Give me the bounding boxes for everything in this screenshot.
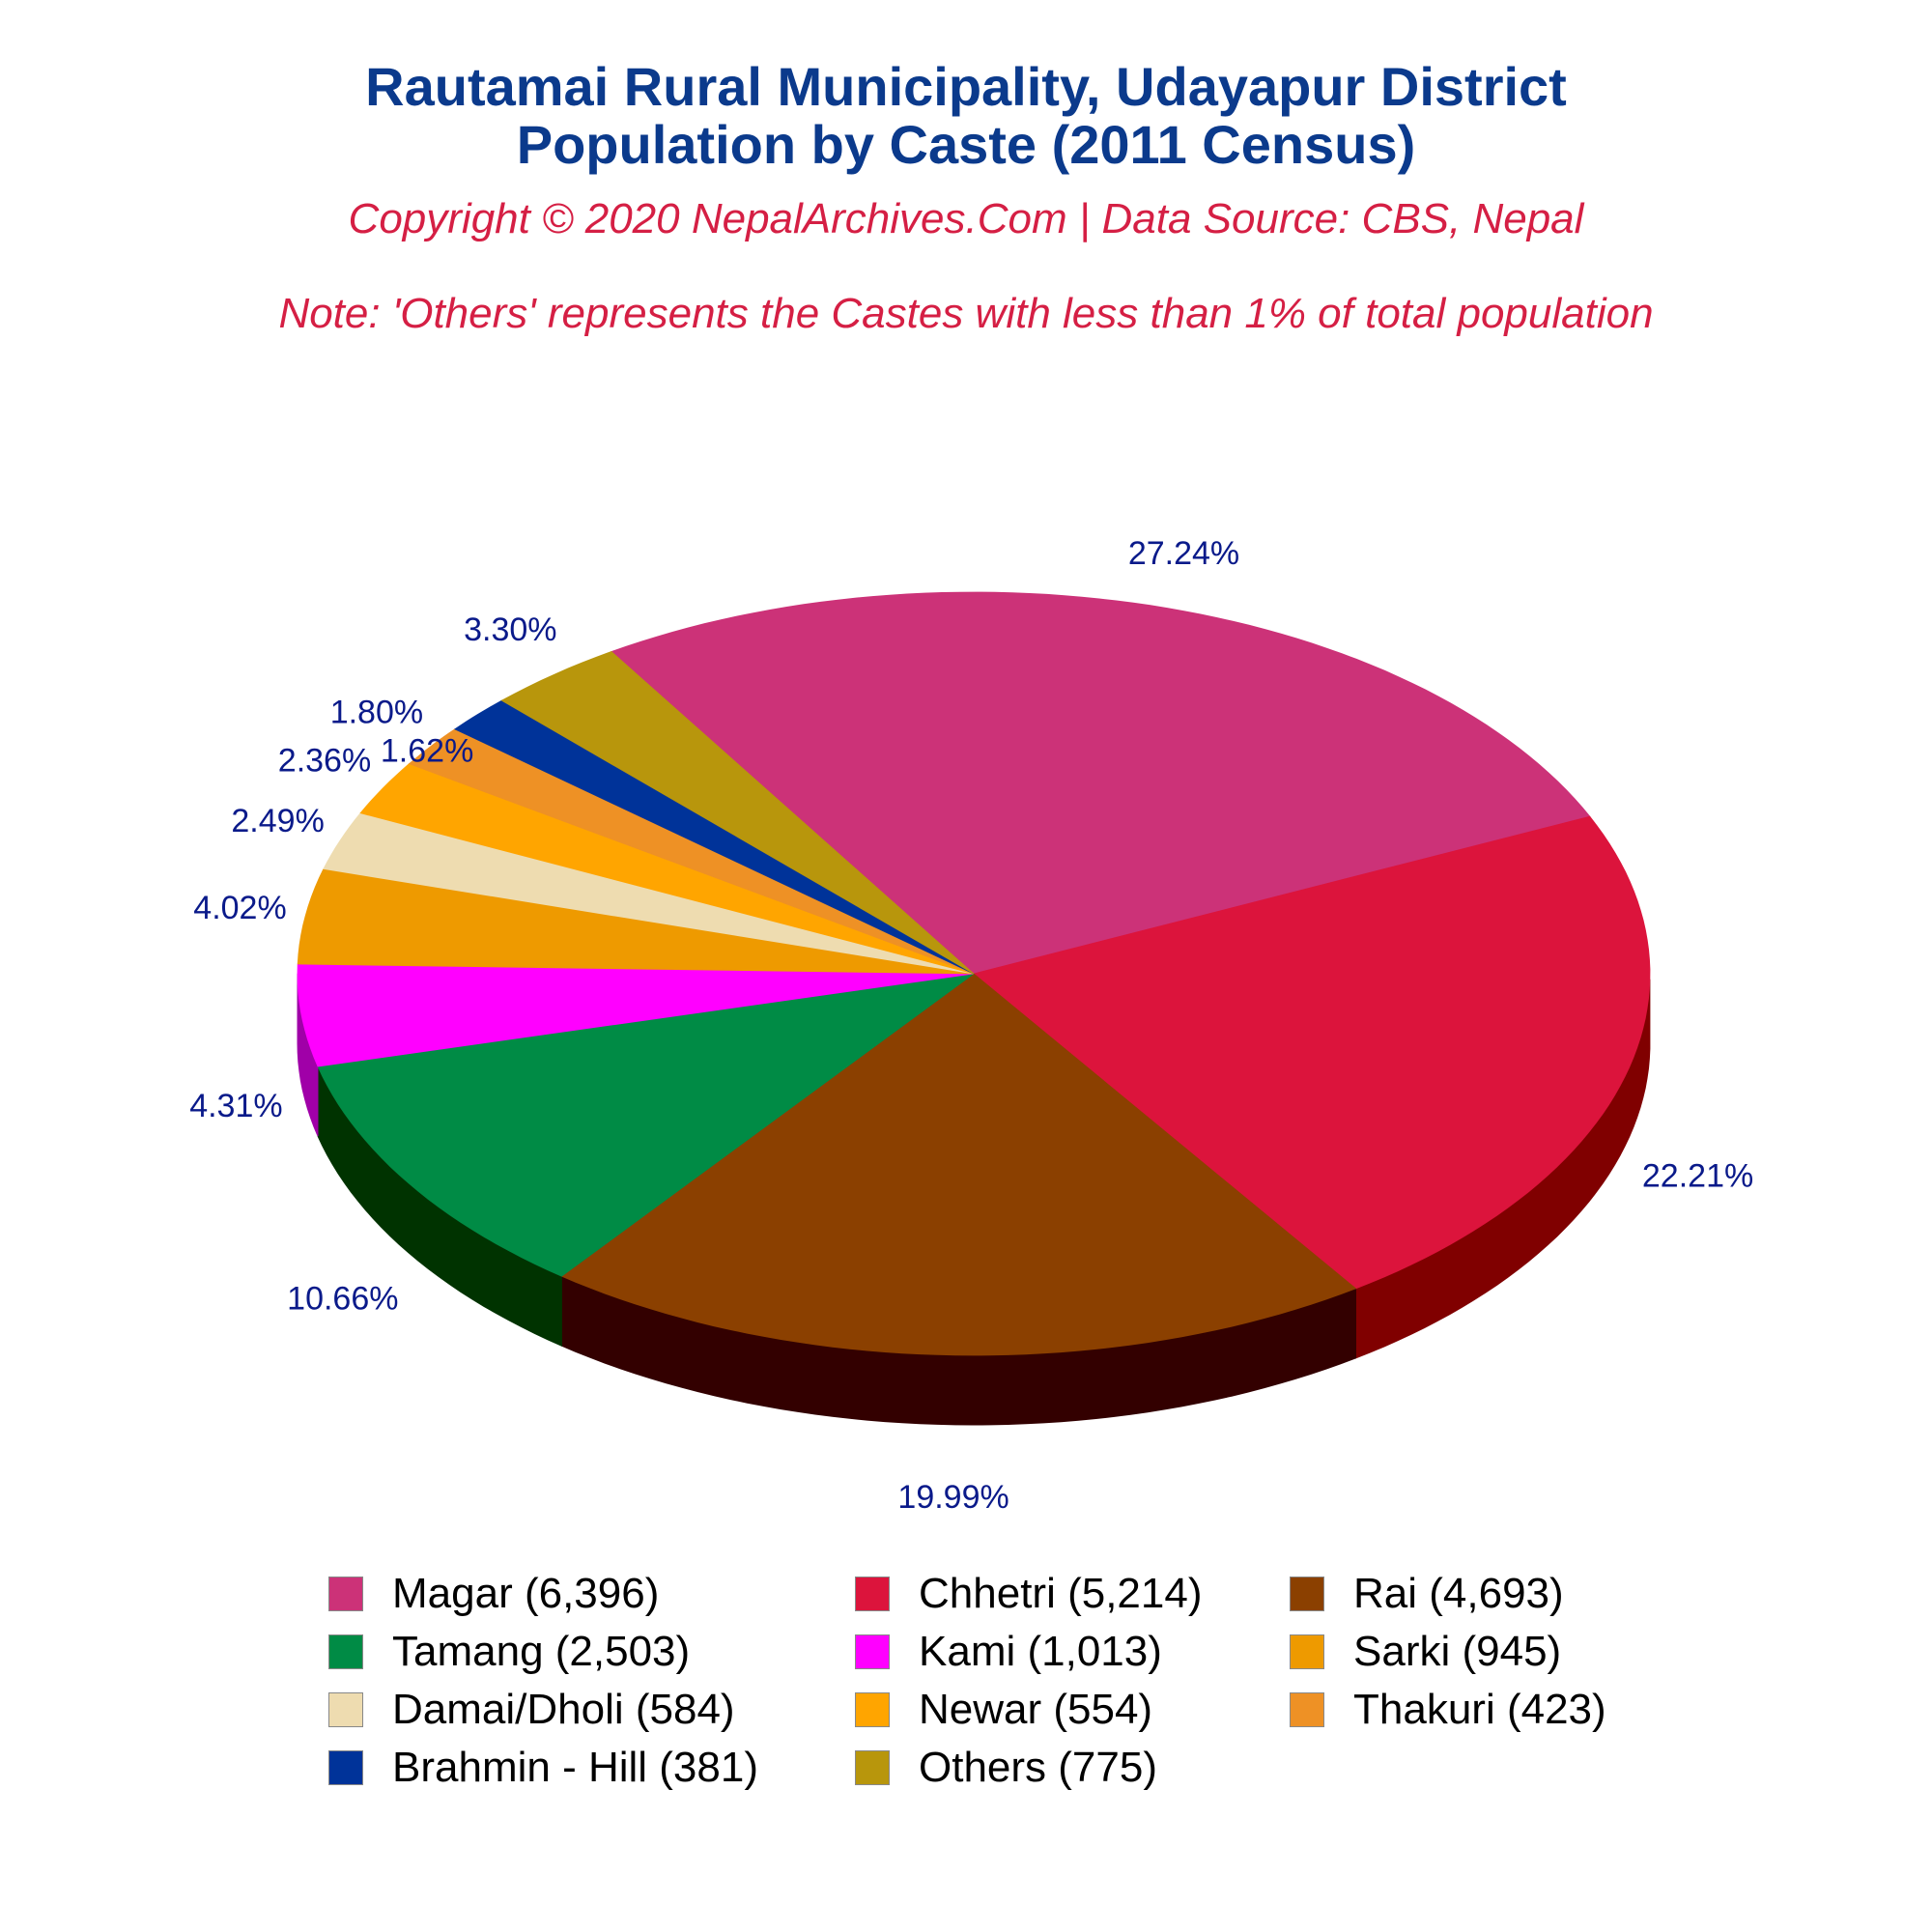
- percent-label-newar: 2.36%: [278, 742, 371, 779]
- percent-label-brahmin-hill: 1.62%: [381, 733, 473, 770]
- legend-label: Chhetri (5,214): [919, 1570, 1203, 1617]
- legend-swatch-kami: [855, 1634, 890, 1669]
- legend-swatch-brahmin-hill: [328, 1750, 363, 1785]
- legend-label: Sarki (945): [1353, 1628, 1562, 1675]
- pie-slice-damai-dholi: [323, 812, 975, 975]
- legend-label: Others (775): [919, 1744, 1157, 1791]
- legend-item-chhetri: Chhetri (5,214): [855, 1567, 1290, 1621]
- pie-percent-labels: 27.24% 22.21% 19.99% 10.66% 4.31% 4.02% 2.49% 2…: [189, 535, 1753, 1516]
- legend-label: Kami (1,013): [919, 1628, 1162, 1675]
- legend-swatch-newar: [855, 1692, 890, 1727]
- legend-item-newar: Newar (554): [855, 1683, 1290, 1737]
- pie-slice-thakuri: [408, 728, 975, 975]
- legend-swatch-thakuri: [1290, 1692, 1324, 1727]
- legend-swatch-others: [855, 1750, 890, 1785]
- percent-label-damai-dholi: 2.49%: [231, 803, 324, 839]
- pie-slice-sarki: [297, 868, 975, 975]
- pie-slice-chhetri: [973, 815, 1651, 1290]
- legend-label: Brahmin - Hill (381): [392, 1744, 758, 1791]
- legend-item-magar: Magar (6,396): [328, 1567, 855, 1621]
- pie-slice-kami: [297, 963, 975, 1067]
- chart-legend: Magar (6,396) Chhetri (5,214) Rai (4,693) T…: [328, 1567, 1606, 1795]
- legend-label: Rai (4,693): [1353, 1570, 1564, 1617]
- pie-slice-magar: [611, 591, 1591, 975]
- percent-label-tamang: 10.66%: [287, 1281, 398, 1318]
- legend-item-rai: Rai (4,693): [1290, 1567, 1599, 1621]
- percent-label-magar: 27.24%: [1128, 535, 1239, 572]
- percent-label-thakuri: 1.80%: [330, 695, 423, 731]
- percent-label-others: 3.30%: [464, 611, 556, 648]
- percent-label-rai: 19.99%: [897, 1479, 1009, 1516]
- percent-label-kami: 4.31%: [189, 1088, 282, 1124]
- chart-title-line-2: Population by Caste (2011 Census): [516, 114, 1416, 175]
- legend-label: Thakuri (423): [1353, 1686, 1606, 1733]
- legend-item-tamang: Tamang (2,503): [328, 1625, 855, 1679]
- chart-note: Note: 'Others' represents the Castes wit…: [278, 290, 1654, 337]
- legend-swatch-rai: [1290, 1577, 1324, 1611]
- pie-slice-tamang: [317, 973, 975, 1277]
- pie-slice-others: [500, 651, 975, 975]
- chart-title-line-1: Rautamai Rural Municipality, Udayapur Di…: [365, 56, 1567, 117]
- pie-slices: [297, 591, 1651, 1356]
- legend-item-kami: Kami (1,013): [855, 1625, 1290, 1679]
- legend-swatch-magar: [328, 1577, 363, 1611]
- legend-item-damai-dholi: Damai/Dholi (584): [328, 1683, 855, 1737]
- legend-label: Newar (554): [919, 1686, 1153, 1733]
- chart-copyright: Copyright © 2020 NepalArchives.Com | Dat…: [348, 195, 1584, 242]
- percent-label-sarki: 4.02%: [193, 890, 286, 926]
- percent-label-chhetri: 22.21%: [1642, 1158, 1753, 1195]
- legend-swatch-damai-dholi: [328, 1692, 363, 1727]
- legend-item-brahmin-hill: Brahmin - Hill (381): [328, 1741, 855, 1795]
- pie-slice-newar: [359, 763, 975, 975]
- legend-label: Damai/Dholi (584): [392, 1686, 735, 1733]
- legend-label: Magar (6,396): [392, 1570, 660, 1617]
- legend-item-others: Others (775): [855, 1741, 1290, 1795]
- legend-swatch-tamang: [328, 1634, 363, 1669]
- legend-swatch-sarki: [1290, 1634, 1324, 1669]
- legend-swatch-chhetri: [855, 1577, 890, 1611]
- pie-slice-rai: [560, 973, 1357, 1356]
- pie-slice-brahmin-hill: [453, 699, 975, 975]
- legend-label: Tamang (2,503): [392, 1628, 691, 1675]
- legend-item-thakuri: Thakuri (423): [1290, 1683, 1606, 1737]
- chart-header: Rautamai Rural Municipality, Udayapur Di…: [0, 58, 1932, 338]
- legend-item-sarki: Sarki (945): [1290, 1625, 1599, 1679]
